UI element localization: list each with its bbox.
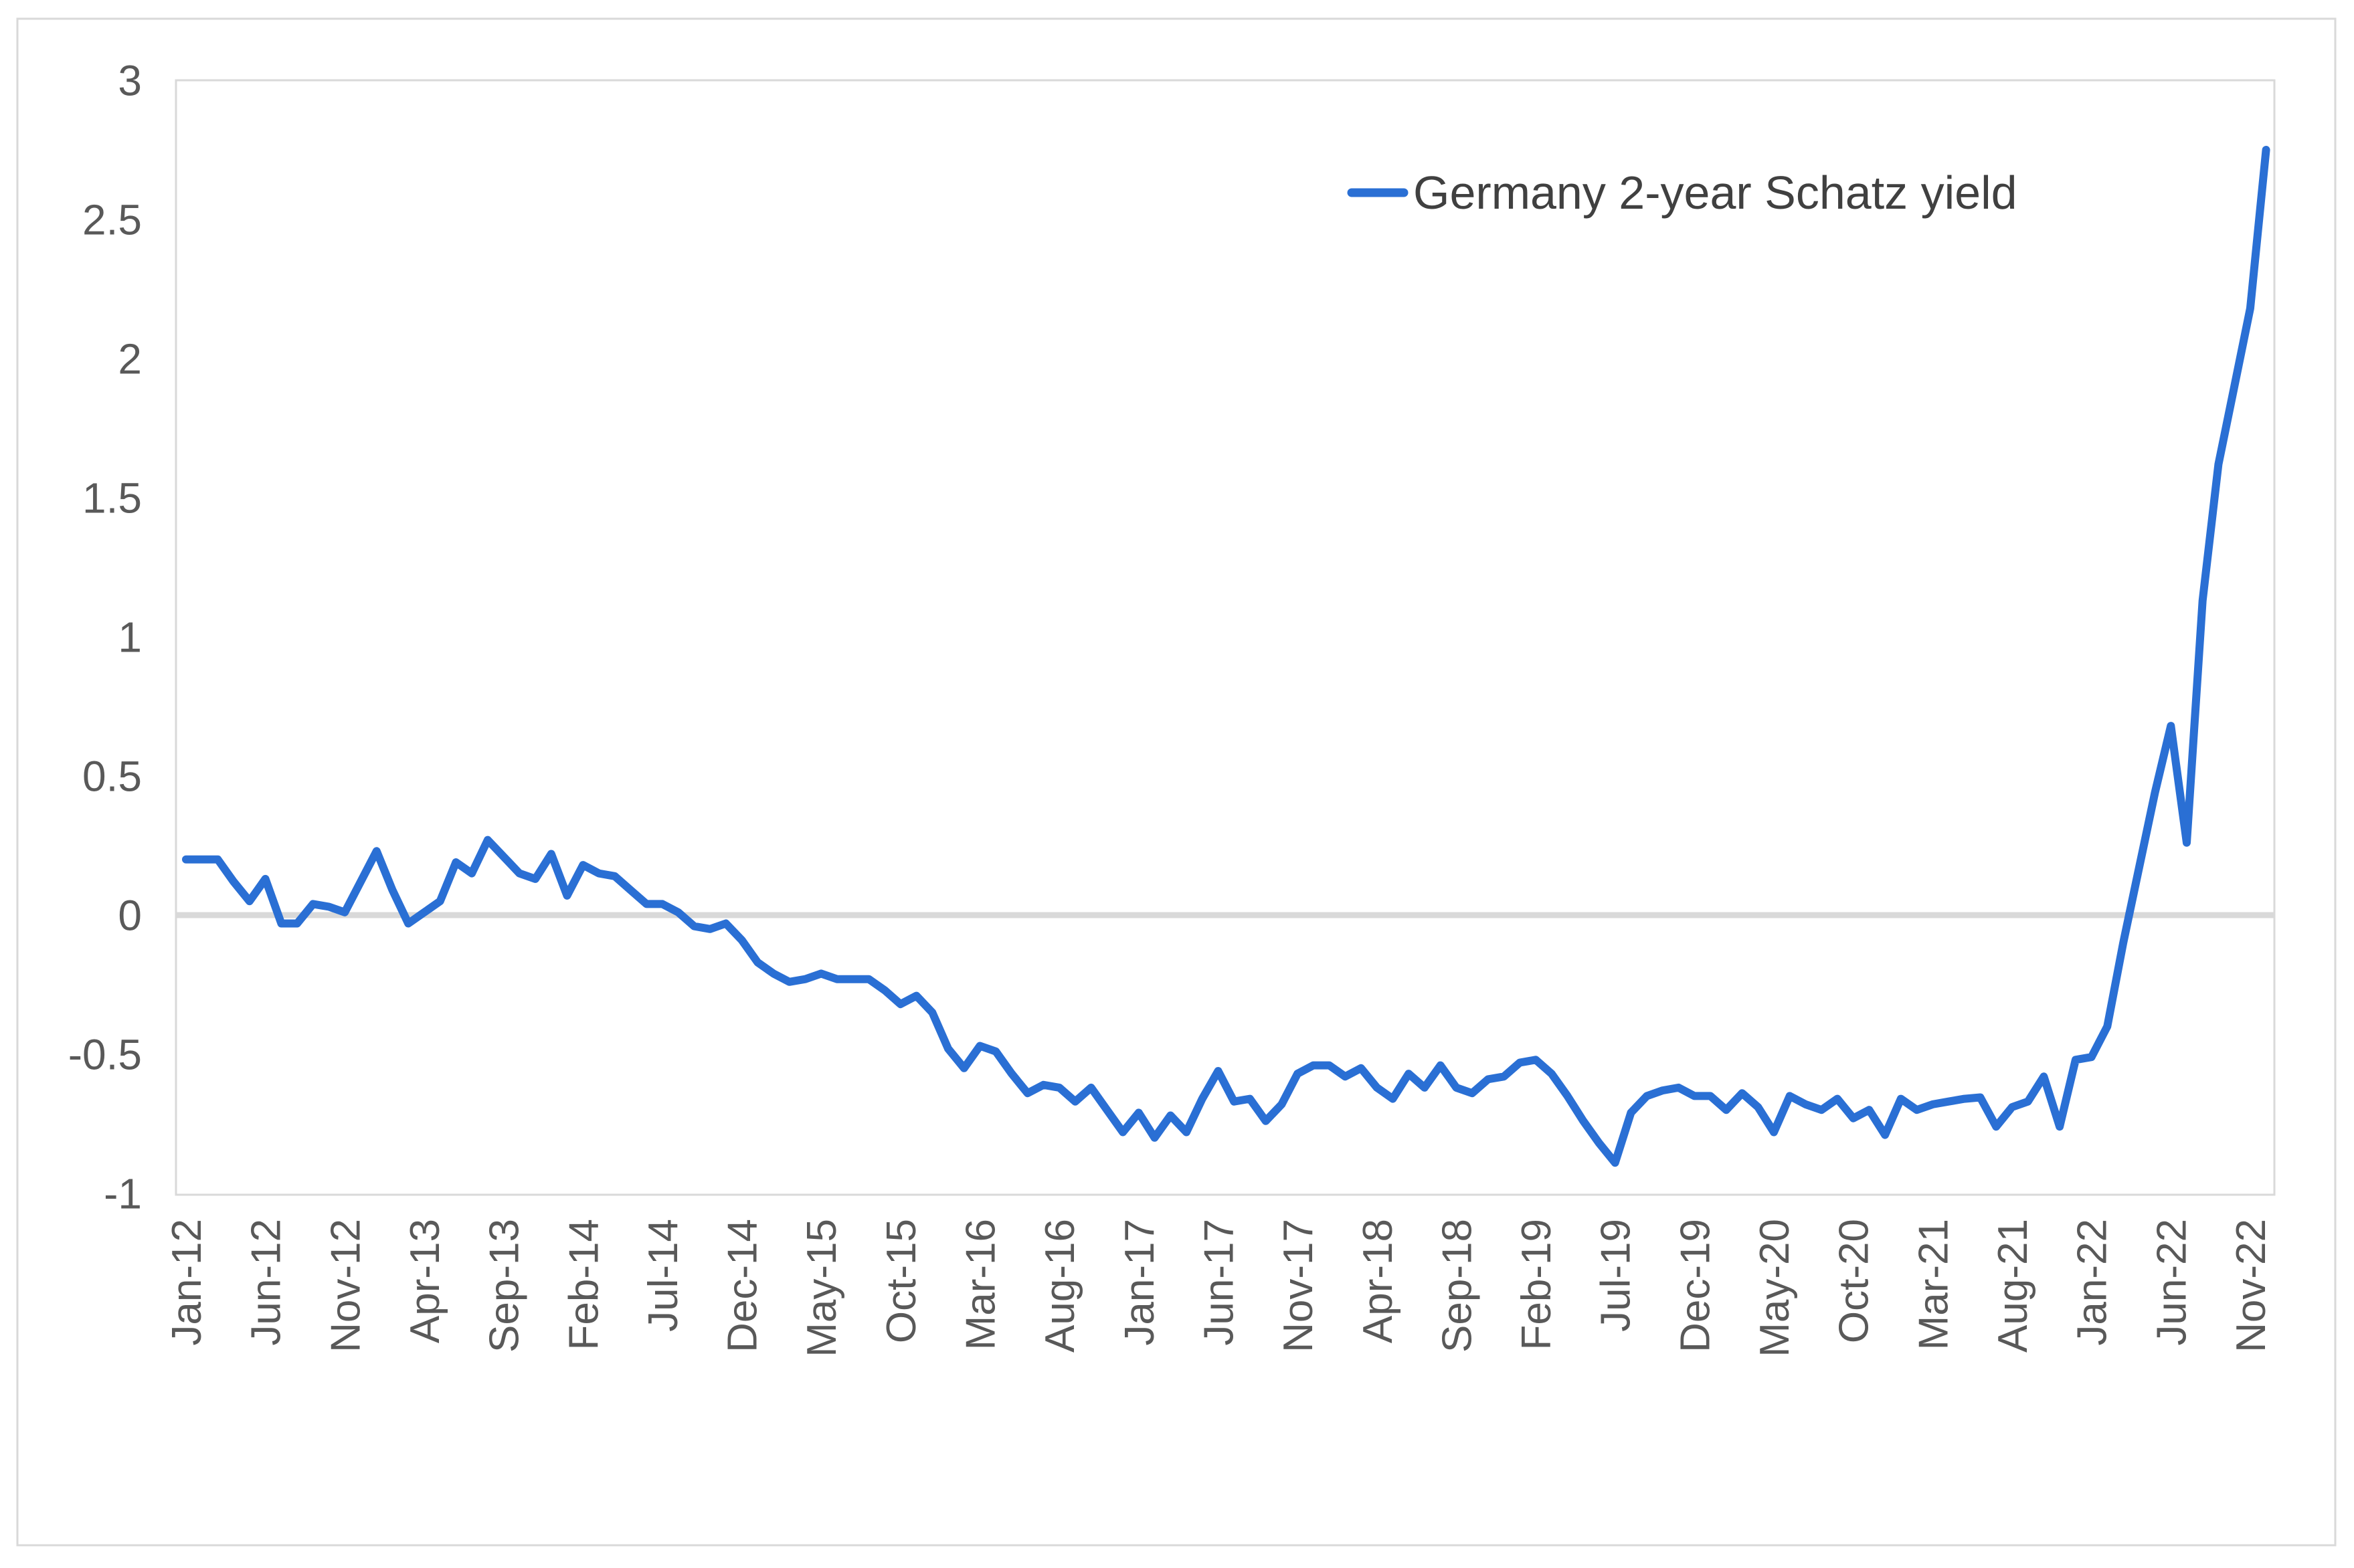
x-axis-tick-label: Nov-17 — [1275, 1219, 1322, 1353]
y-axis-tick-label: 3 — [118, 56, 142, 104]
x-axis-tick-label: Feb-19 — [1514, 1219, 1560, 1350]
x-axis-tick-label: Dec-19 — [1672, 1219, 1718, 1353]
y-axis-tick-label: 2.5 — [82, 195, 142, 243]
x-axis-tick-label: Jan-22 — [2070, 1219, 2116, 1346]
y-axis-tick-label: -1 — [104, 1169, 142, 1217]
x-axis-tick-label: Feb-14 — [561, 1219, 607, 1350]
x-axis-tick-label: Jun-17 — [1196, 1219, 1242, 1346]
x-axis-tick-label: May-15 — [799, 1219, 845, 1357]
x-axis-tick-label: Oct-15 — [879, 1219, 925, 1343]
y-axis-tick-label: 0 — [118, 891, 142, 939]
x-axis-tick-label: Dec-14 — [720, 1219, 766, 1353]
x-axis-tick-label: Aug-16 — [1037, 1219, 1083, 1353]
y-axis-tick-label: 2 — [118, 334, 142, 383]
x-axis-tick-label: Apr-13 — [402, 1219, 448, 1343]
x-axis-tick-label: Mar-16 — [958, 1219, 1004, 1350]
x-axis-tick-label: Jun-12 — [244, 1219, 290, 1346]
y-axis-tick-label: 0.5 — [82, 752, 142, 800]
x-axis-tick-label: Mar-21 — [1910, 1219, 1957, 1350]
y-axis-tick-labels: 3 2.5 2 1.5 1 0.5 0 -0.5 -1 — [68, 56, 142, 1217]
y-axis-tick-label: -0.5 — [68, 1030, 142, 1078]
x-axis-tick-label: May-20 — [1752, 1219, 1798, 1357]
x-axis-tick-label: Sep-18 — [1434, 1219, 1480, 1353]
x-axis-tick-label: Jan-12 — [164, 1219, 210, 1346]
x-axis-tick-labels: Jan-12 Jun-12 Nov-12 Apr-13 Sep-13 Feb-14 Jul-… — [164, 1219, 2274, 1357]
x-axis-tick-label: Oct-20 — [1831, 1219, 1878, 1343]
chart-border — [16, 17, 2337, 1547]
y-axis-tick-label: 1 — [118, 613, 142, 661]
x-axis-tick-label: Nov-22 — [2228, 1219, 2274, 1353]
series-line-germany-2y-schatz — [182, 146, 2270, 1167]
x-axis-tick-label: Aug-21 — [1990, 1219, 2036, 1353]
x-axis-tick-label: Jun-22 — [2149, 1219, 2195, 1346]
x-axis-tick-label: Jan-17 — [1117, 1219, 1163, 1346]
plot-area-border — [175, 79, 2276, 1196]
x-axis-tick-label: Jul-14 — [640, 1219, 687, 1332]
legend: Germany 2-year Schatz yield — [1347, 167, 2017, 219]
legend-label: Germany 2-year Schatz yield — [1413, 167, 2017, 219]
x-axis-tick-label: Jul-19 — [1593, 1219, 1639, 1332]
x-axis-tick-label: Nov-12 — [323, 1219, 369, 1353]
x-axis-tick-label: Sep-13 — [482, 1219, 528, 1353]
x-axis-tick-label: Apr-18 — [1355, 1219, 1401, 1343]
y-axis-tick-label: 1.5 — [82, 474, 142, 522]
